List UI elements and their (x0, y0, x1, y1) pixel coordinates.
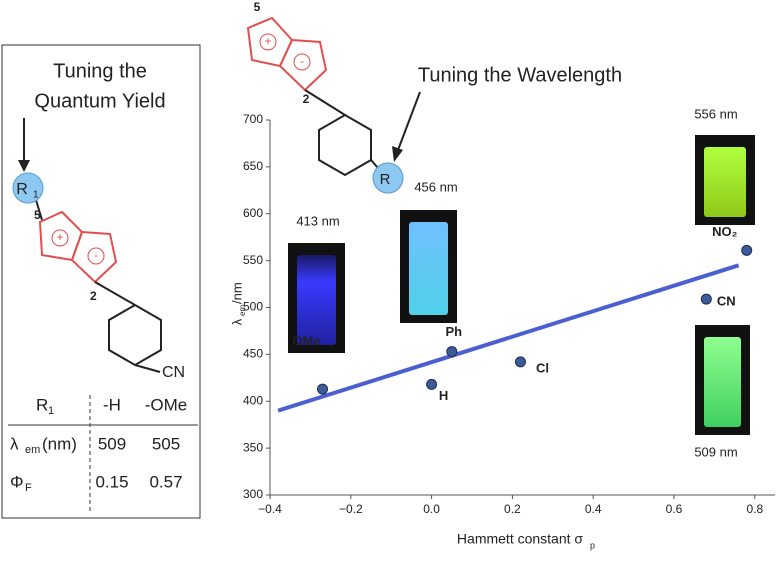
atom-label: 2 (303, 92, 310, 106)
x-axis-label: p (590, 540, 595, 550)
molecule (246, 16, 421, 194)
atom-label: + (56, 230, 63, 244)
point-label: NO₂ (712, 224, 738, 239)
cuvette-glow (409, 222, 448, 315)
point-label: OMe (292, 334, 320, 349)
table-body: λ em (nm) 509 505 Φ F 0.15 0.57 (10, 434, 183, 493)
cuvette-glow (297, 255, 336, 345)
y-tick-label: 500 (243, 300, 263, 314)
row-label: em (25, 444, 40, 456)
table-header: -OMe (145, 395, 188, 414)
y-axis-label: em (238, 305, 247, 316)
point-label: Ph (445, 324, 462, 339)
panel-title: Tuning the (53, 60, 147, 82)
x-tick-label: 0.4 (585, 502, 602, 516)
x-axis-label: Hammett constant σ (457, 531, 583, 547)
y-axis-label: λ em /nm (229, 282, 247, 325)
cell: 509 (98, 434, 126, 453)
atom-label: 2 (90, 289, 97, 303)
atom-label: CN (162, 364, 185, 381)
atom-label: - (300, 54, 304, 68)
atom-label: + (264, 34, 271, 48)
cell: 0.57 (149, 472, 182, 491)
cuvette-glow (704, 147, 746, 217)
row-label: Φ (10, 472, 24, 491)
y-tick-label: 450 (243, 347, 263, 361)
y-tick-label: 700 (243, 112, 263, 126)
row-label: F (25, 482, 32, 494)
point (446, 346, 458, 358)
panel-frame (1, 44, 201, 519)
y-axis-label: /nm (229, 282, 244, 304)
plot: 5 2 R + - Tuning the Wavelength 300 350 400 450 50… (229, 0, 775, 550)
point (426, 378, 438, 390)
molecule: R 1 5 2 + - CN (12, 172, 185, 381)
point (741, 244, 753, 256)
point (700, 293, 712, 305)
chart-title: Tuning the Wavelength (418, 64, 622, 86)
atom-label: R (16, 181, 28, 198)
atom-label: 5 (34, 208, 41, 222)
emission-label: 456 nm (414, 179, 457, 194)
x-tick-label: 0.2 (504, 502, 521, 516)
emission-label: 413 nm (296, 213, 339, 228)
x-tick-label: 0.6 (666, 502, 683, 516)
x-tick-label: −0.2 (339, 502, 363, 516)
x-tick-label: 0.0 (423, 502, 440, 516)
cell: 0.15 (95, 472, 128, 491)
y-tick-label: 650 (243, 159, 263, 173)
panel-title: Quantum Yield (34, 90, 165, 112)
row-label: λ (10, 434, 19, 453)
y-tick-label: 550 (243, 253, 263, 267)
point (317, 383, 329, 395)
atom-label: - (94, 248, 98, 262)
y-tick-label: 400 (243, 393, 263, 407)
point-label: Cl (536, 360, 549, 375)
fit-line (277, 263, 740, 413)
table-header: -H (103, 395, 121, 414)
emission-label: 556 nm (694, 106, 737, 121)
atom-label: 1 (33, 190, 39, 201)
atom-label: 5 (254, 0, 261, 14)
cell: 505 (152, 434, 180, 453)
atom-label: R (380, 171, 391, 188)
table-header: R (36, 395, 48, 414)
cuvette-glow (704, 337, 741, 427)
x-tick-label: −0.4 (258, 502, 282, 516)
point-label: CN (717, 294, 736, 309)
y-tick-label: 600 (243, 206, 263, 220)
y-tick-label: 300 (243, 487, 263, 501)
point-label: H (439, 388, 448, 403)
x-tick-label: 0.8 (746, 502, 763, 516)
point (514, 356, 526, 368)
y-tick-label: 350 (243, 440, 263, 454)
arrow-head (18, 160, 30, 172)
table-header: 1 (48, 405, 54, 417)
y-axis-label: λ (229, 318, 244, 325)
row-label: (nm) (42, 434, 77, 453)
emission-label: 509 nm (694, 444, 737, 459)
